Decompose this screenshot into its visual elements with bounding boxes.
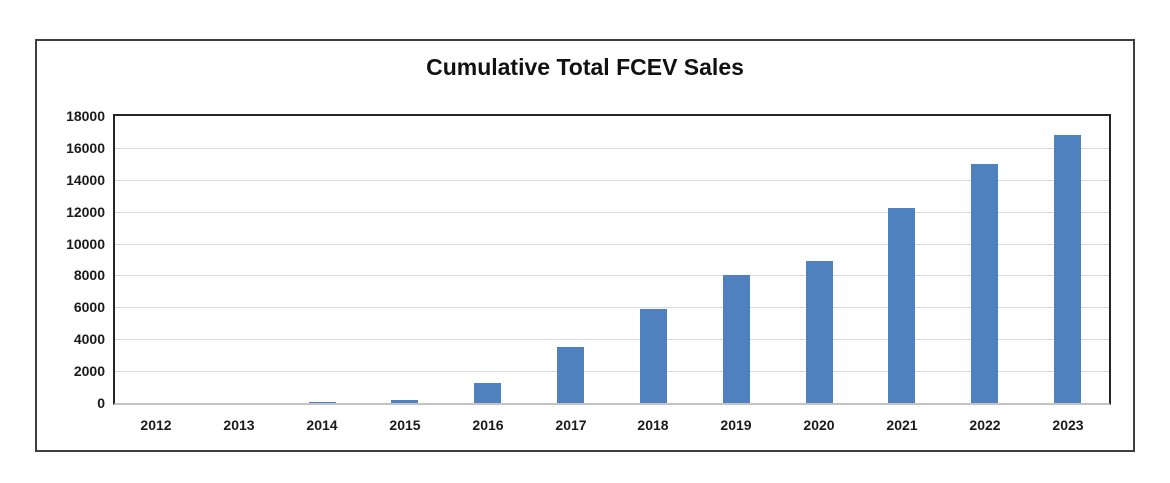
- gridline-16000: [115, 148, 1109, 149]
- x-tick-label-2020: 2020: [803, 417, 835, 433]
- x-tick-label-2012: 2012: [140, 417, 172, 433]
- x-tick-label-2023: 2023: [1052, 417, 1084, 433]
- x-tick-label-2017: 2017: [555, 417, 587, 433]
- x-tick-label-2021: 2021: [886, 417, 918, 433]
- y-tick-label-4000: 4000: [73, 331, 105, 347]
- x-tick-label-2022: 2022: [969, 417, 1001, 433]
- bar-2015: [391, 400, 418, 403]
- y-tick-label-0: 0: [97, 395, 105, 411]
- x-tick-label-2016: 2016: [472, 417, 504, 433]
- bar-2016: [474, 383, 501, 403]
- x-tick-label-2019: 2019: [720, 417, 752, 433]
- bar-2014: [309, 402, 336, 403]
- y-tick-label-14000: 14000: [66, 172, 105, 188]
- y-tick-label-2000: 2000: [73, 363, 105, 379]
- gridline-2000: [115, 371, 1109, 372]
- x-tick-label-2013: 2013: [223, 417, 255, 433]
- bar-2022: [971, 164, 998, 403]
- y-tick-label-6000: 6000: [73, 299, 105, 315]
- bar-2017: [557, 347, 584, 403]
- y-axis-labels: 0 2000 4000 6000 8000 10000 12000 14000 16000 180…: [37, 41, 105, 450]
- bar-2018: [640, 309, 667, 403]
- gridline-8000: [115, 275, 1109, 276]
- x-tick-label-2015: 2015: [389, 417, 421, 433]
- gridline-6000: [115, 307, 1109, 308]
- y-tick-label-12000: 12000: [66, 204, 105, 220]
- gridline-14000: [115, 180, 1109, 181]
- bar-2021: [888, 208, 915, 403]
- chart-figure: Cumulative Total FCEV Sales 0 2000 4000 600…: [35, 39, 1135, 452]
- y-tick-label-8000: 8000: [73, 267, 105, 283]
- chart-title: Cumulative Total FCEV Sales: [426, 54, 744, 80]
- plot-area: [113, 114, 1111, 405]
- gridline-4000: [115, 339, 1109, 340]
- bar-2019: [723, 275, 750, 403]
- x-axis-labels: 2012 2013 2014 2015 2016 2017 2018 2019 2020 2021…: [113, 417, 1111, 437]
- gridline-10000: [115, 244, 1109, 245]
- y-tick-label-10000: 10000: [66, 236, 105, 252]
- gridline-12000: [115, 212, 1109, 213]
- x-tick-label-2018: 2018: [637, 417, 669, 433]
- bar-2023: [1054, 135, 1081, 403]
- y-tick-label-16000: 16000: [66, 140, 105, 156]
- x-tick-label-2014: 2014: [306, 417, 338, 433]
- bar-2020: [806, 261, 833, 403]
- y-tick-label-18000: 18000: [66, 108, 105, 124]
